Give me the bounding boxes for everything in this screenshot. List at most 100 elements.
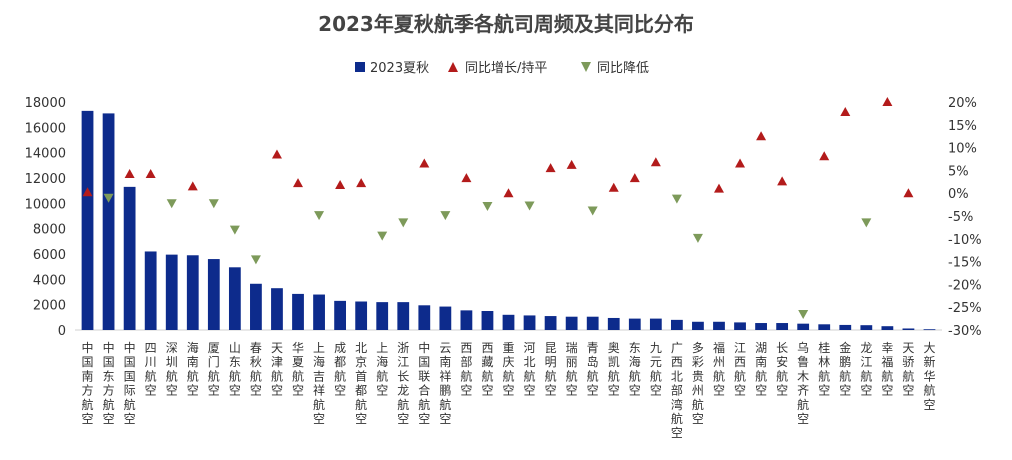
- category-label: 福州航空: [713, 340, 725, 398]
- bar: [692, 321, 704, 330]
- marker-down: [250, 255, 261, 265]
- category-label: 幸福航空: [881, 341, 893, 398]
- bar: [734, 322, 746, 330]
- bar: [818, 324, 831, 330]
- y-left-tick-label: 18000: [25, 96, 66, 111]
- y-left-tick-label: 2000: [33, 299, 66, 314]
- y-right-tick-label: 0%: [948, 187, 969, 202]
- category-label: 厦门航空: [208, 341, 220, 398]
- category-label: 重庆航空: [502, 341, 514, 398]
- y-right-tick-label: -25%: [948, 301, 982, 316]
- bar: [481, 311, 494, 330]
- y-right-axis: -30% -25% -20% -15% -10% -5% 0% 5% 10% 15% 20%: [948, 96, 982, 339]
- bar: [502, 314, 515, 330]
- bar: [797, 323, 810, 330]
- marker-up: [840, 107, 851, 117]
- category-label: 昆明航空: [545, 341, 557, 398]
- y-left-tick-label: 14000: [25, 147, 66, 162]
- legend-up-label: 同比增长/持平: [465, 61, 547, 76]
- marker-down: [671, 194, 682, 204]
- category-label: 上海吉祥航空: [313, 341, 325, 426]
- bar: [776, 323, 789, 330]
- bar: [460, 310, 473, 330]
- legend-bar-swatch: [355, 62, 365, 72]
- marker-down: [587, 206, 598, 216]
- category-label: 海南航空: [187, 340, 199, 398]
- marker-up: [882, 97, 893, 106]
- marker-up: [756, 131, 767, 141]
- y-right-tick-label: -20%: [948, 278, 982, 293]
- bar: [607, 317, 620, 330]
- bar: [313, 294, 325, 330]
- category-label: 乌鲁木齐航空: [797, 340, 809, 426]
- category-label: 大新华航空: [923, 341, 935, 412]
- marker-up: [145, 169, 156, 179]
- category-label: 中国联合航空: [418, 340, 430, 426]
- marker-up: [608, 182, 619, 192]
- chart-title: 2023年夏秋航季各航司周频及其同比分布: [318, 12, 694, 36]
- category-label: 春秋航空: [250, 341, 262, 398]
- bar: [250, 283, 262, 330]
- category-label: 云南祥鹏航空: [439, 341, 451, 426]
- bar: [649, 318, 662, 330]
- marker-down: [524, 201, 535, 211]
- category-labels: 中国南方航空中国东方航空中国国际航空四川航空深圳航空海南航空厦门航空山东航空春秋…: [82, 340, 936, 440]
- marker-up: [335, 179, 346, 189]
- bar: [228, 267, 241, 330]
- marker-up: [650, 157, 661, 167]
- y-right-tick-label: 5%: [948, 164, 969, 179]
- marker-down: [798, 310, 809, 320]
- marker-up: [777, 176, 788, 186]
- marker-up: [713, 183, 724, 193]
- category-label: 奥凯航空: [608, 341, 620, 398]
- bar: [860, 325, 873, 330]
- bar: [271, 288, 283, 330]
- category-label: 天骄航空: [902, 341, 914, 398]
- category-label: 中国国际航空: [124, 340, 136, 426]
- y-right-tick-label: 10%: [948, 142, 977, 157]
- bar: [523, 315, 536, 330]
- marker-down: [861, 218, 872, 228]
- marker-down: [103, 193, 114, 203]
- bar: [881, 326, 894, 330]
- marker-down: [440, 211, 451, 221]
- marker-up: [819, 151, 830, 161]
- category-label: 浙江长龙航空: [397, 341, 409, 426]
- category-label: 长安航空: [776, 341, 788, 398]
- marker-up: [735, 158, 746, 168]
- bar: [355, 301, 368, 330]
- marker-down: [398, 218, 409, 228]
- marker-up: [461, 173, 472, 183]
- marker-down: [166, 199, 177, 209]
- bar: [713, 321, 725, 330]
- marker-up: [82, 187, 93, 197]
- bar: [397, 302, 410, 330]
- marker-up: [903, 188, 914, 198]
- bar: [334, 300, 347, 330]
- bar: [670, 319, 683, 330]
- y-left-tick-label: 10000: [25, 197, 66, 212]
- category-label: 山东航空: [229, 341, 241, 398]
- bar: [839, 324, 852, 330]
- legend-bar-label: 2023夏秋: [370, 61, 429, 76]
- category-label: 青岛航空: [587, 341, 599, 398]
- category-label: 东海航空: [629, 341, 641, 398]
- marker-up: [187, 181, 198, 191]
- bar: [144, 251, 157, 330]
- y-left-tick-label: 4000: [33, 273, 66, 288]
- category-label: 瑞丽航空: [566, 341, 578, 398]
- bar: [755, 323, 767, 330]
- category-label: 龙江航空: [860, 341, 872, 398]
- y-left-tick-label: 8000: [33, 223, 66, 238]
- bar: [923, 329, 936, 331]
- y-left-tick-label: 12000: [25, 172, 66, 187]
- marker-series: [82, 97, 914, 320]
- category-label: 四川航空: [145, 341, 157, 398]
- marker-up: [629, 173, 640, 183]
- bar: [123, 186, 136, 330]
- bar-series: [81, 110, 936, 331]
- marker-down: [208, 199, 219, 209]
- category-label: 深圳航空: [166, 341, 178, 398]
